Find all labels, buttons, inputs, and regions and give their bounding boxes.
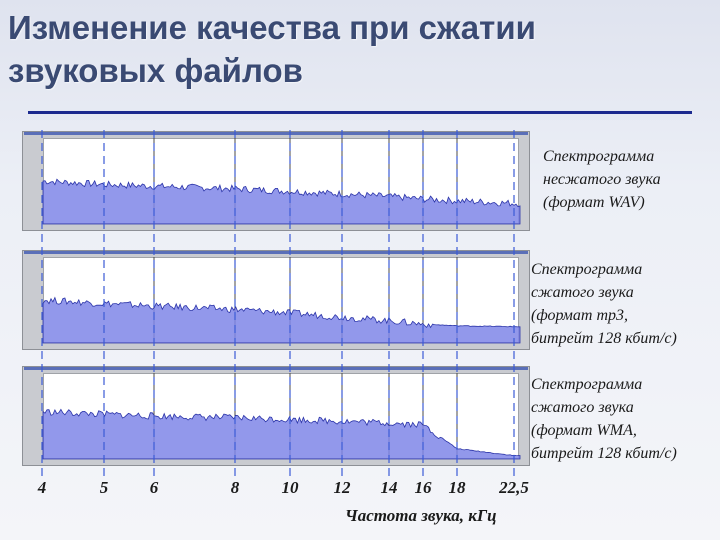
panel-toolbar-strip: [24, 251, 528, 254]
spectrum-area-2: [42, 408, 521, 460]
spectrum-area-1: [42, 296, 521, 344]
label-mp3: Спектрограмма сжатого звука (формат mp3,…: [531, 261, 677, 347]
x-tick-label-12: 12: [333, 478, 351, 497]
x-tick-label-5: 5: [99, 478, 109, 497]
spectrum-area-0: [42, 178, 521, 225]
x-axis-label: Частота звука, кГц: [345, 506, 497, 525]
x-tick-label-22-5: 22,5: [499, 478, 529, 497]
x-tick-label-16: 16: [414, 478, 432, 497]
x-tick-label-18: 18: [448, 478, 466, 497]
title-underline: [28, 111, 692, 114]
x-tick-label-10: 10: [281, 478, 299, 497]
label-wav: Спектрограмма несжатого звука (формат WA…: [543, 148, 661, 211]
label-wma: Спектрограмма сжатого звука (формат WMA,…: [531, 376, 677, 462]
x-tick-label-4: 4: [37, 478, 47, 497]
x-tick-label-8: 8: [230, 478, 240, 497]
x-tick-label-6: 6: [149, 478, 159, 497]
x-tick-label-14: 14: [380, 478, 398, 497]
panel-toolbar-strip: [24, 367, 528, 370]
slide-title: Изменение качества при сжатии звуковых ф…: [8, 9, 536, 89]
panel-toolbar-strip: [24, 132, 528, 135]
